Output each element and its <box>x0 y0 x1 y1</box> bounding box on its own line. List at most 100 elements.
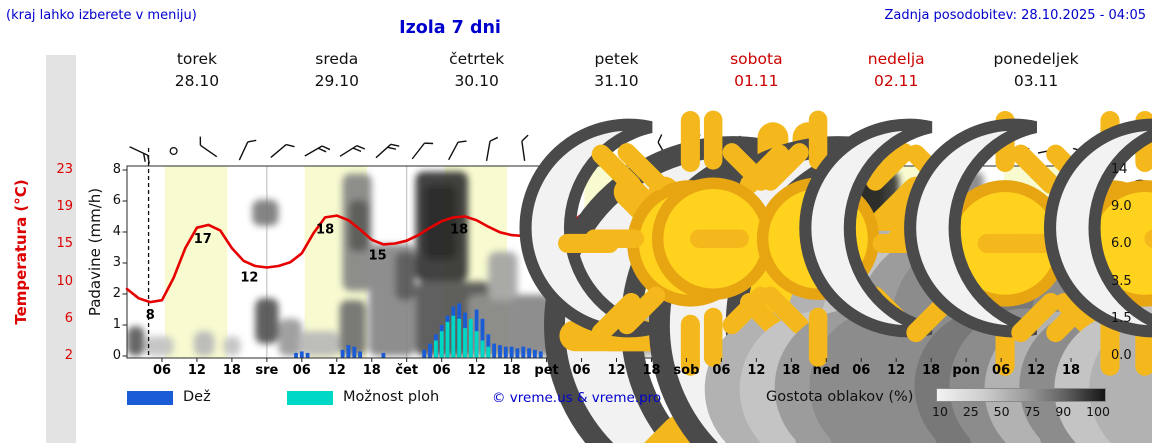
shower-bar <box>468 318 473 358</box>
rain-bar <box>498 345 502 358</box>
day-header: petek 31.10 <box>547 50 687 91</box>
rain-bar <box>381 352 386 358</box>
wind-barb-icon <box>375 143 400 159</box>
wind-barb-icon <box>339 145 366 157</box>
cloud-density-legend-label: Gostota oblakov (%) <box>766 389 914 405</box>
temperature-value-label: 12 <box>240 271 258 286</box>
temperature-value-label: 8 <box>146 308 155 323</box>
cloud-blob <box>298 331 340 356</box>
day-header: ponedeljek 03.11 <box>966 50 1106 91</box>
x-axis-label: 12 <box>328 363 346 378</box>
day-header: sreda 29.10 <box>267 50 407 91</box>
day-name: sobota <box>730 50 783 68</box>
x-axis-label: 06 <box>153 363 171 378</box>
day-date: 30.10 <box>454 72 499 90</box>
x-axis-label: 12 <box>887 363 905 378</box>
rain-legend-label: Dež <box>183 389 211 405</box>
x-axis-label: sre <box>255 363 278 378</box>
rain-bar <box>422 349 427 358</box>
precip-tick-label: 3 <box>112 255 121 270</box>
copyright-link[interactable]: © vreme.us & vreme.pro <box>492 390 662 406</box>
shower-bar <box>463 328 467 358</box>
shower-bar <box>486 346 491 358</box>
rain-bar <box>521 346 526 358</box>
cloud-tick-label: 14 <box>1111 162 1128 177</box>
x-axis-label: 12 <box>607 363 625 378</box>
temp-tick-label: 15 <box>56 236 73 252</box>
rain-bar <box>527 348 531 358</box>
cloud-blob <box>339 300 366 356</box>
rain-bar <box>299 351 304 358</box>
cloud-blob <box>467 294 562 356</box>
x-axis-label: 06 <box>992 363 1010 378</box>
precip-tick-label: 8 <box>112 162 121 177</box>
wind-barb-icon <box>270 143 295 158</box>
precip-tick-label: 1 <box>112 317 121 332</box>
shower-bar <box>451 315 456 358</box>
temp-tick-label: 19 <box>56 199 73 215</box>
shower-bar <box>439 331 444 358</box>
temperature-axis-strip <box>46 55 76 443</box>
wind-barb-icon <box>411 142 434 160</box>
rain-legend-swatch <box>127 391 173 405</box>
x-axis-label: 18 <box>922 363 940 378</box>
x-axis-label: 12 <box>188 363 206 378</box>
cloud-density-ticks: 10 25 50 75 90 100 <box>932 404 1110 419</box>
x-axis-label: 18 <box>503 363 521 378</box>
wind-barb-icon <box>448 140 467 161</box>
x-axis-label: 18 <box>1062 363 1080 378</box>
temp-tick-label: 2 <box>64 348 73 363</box>
rain-bar <box>655 352 660 358</box>
temp-tick-label: 6 <box>64 310 73 326</box>
day-name: ponedeljek <box>993 50 1079 68</box>
temperature-value-label: 18 <box>450 223 468 238</box>
x-axis-label: sob <box>673 363 699 378</box>
temperature-value-label: 18 <box>316 223 334 238</box>
density-tick-label: 50 <box>993 404 1010 419</box>
day-header: nedelja 02.11 <box>826 50 966 91</box>
rain-bar <box>340 349 345 358</box>
density-tick-label: 75 <box>1024 404 1041 419</box>
rain-bar <box>538 351 543 358</box>
wind-barb-icon <box>304 145 331 157</box>
showers-legend-swatch <box>287 391 333 405</box>
density-tick-label: 10 <box>932 404 948 419</box>
day-header: četrtek 30.10 <box>407 50 547 91</box>
day-headers: torek 28.10 sreda 29.10 četrtek 30.10 petek 31.… <box>127 50 1106 91</box>
x-axis-label: ned <box>813 363 840 378</box>
rain-bar <box>480 318 485 358</box>
daylight-band <box>164 166 228 358</box>
x-axis-label: 12 <box>747 363 765 378</box>
wind-calm-icon <box>169 146 178 156</box>
cloud-tick-label: 9.0 <box>1111 199 1132 215</box>
rain-bar <box>358 351 362 358</box>
cloud-blob <box>395 251 416 301</box>
x-axis-label: 06 <box>433 363 451 378</box>
temperature-value-label: 17 <box>194 232 212 247</box>
x-axis: 06 12 18 sre 06 12 18 čet 06 12 18 pet 06 12 18 sob 06 12… <box>153 358 1080 378</box>
rain-bar <box>486 334 491 358</box>
rain-bar <box>533 349 537 358</box>
wind-barb-icon <box>238 139 257 161</box>
rain-bar <box>515 348 520 358</box>
x-axis-label: 12 <box>1027 363 1045 378</box>
x-axis-label: pet <box>534 363 558 378</box>
precip-tick-label: 6 <box>112 193 121 208</box>
cloud-density-gradient <box>936 388 1106 402</box>
day-name: četrtek <box>449 50 505 68</box>
rain-bar <box>294 352 298 358</box>
shower-bar <box>457 318 462 358</box>
page-title: Izola 7 dni <box>399 18 501 38</box>
rain-bar <box>509 346 514 358</box>
location-menu-hint: (kraj lahko izberete v meniju) <box>6 8 197 23</box>
x-axis-label: 06 <box>852 363 870 378</box>
shower-bar <box>445 321 450 358</box>
rain-bar <box>346 345 351 358</box>
shower-bar <box>480 340 485 358</box>
day-date: 31.10 <box>594 72 639 90</box>
x-axis-label: 18 <box>223 363 241 378</box>
last-update-label: Zadnja posodobitev: 28.10.2025 - 04:05 <box>884 8 1146 23</box>
showers-legend-label: Možnost ploh <box>343 389 440 405</box>
